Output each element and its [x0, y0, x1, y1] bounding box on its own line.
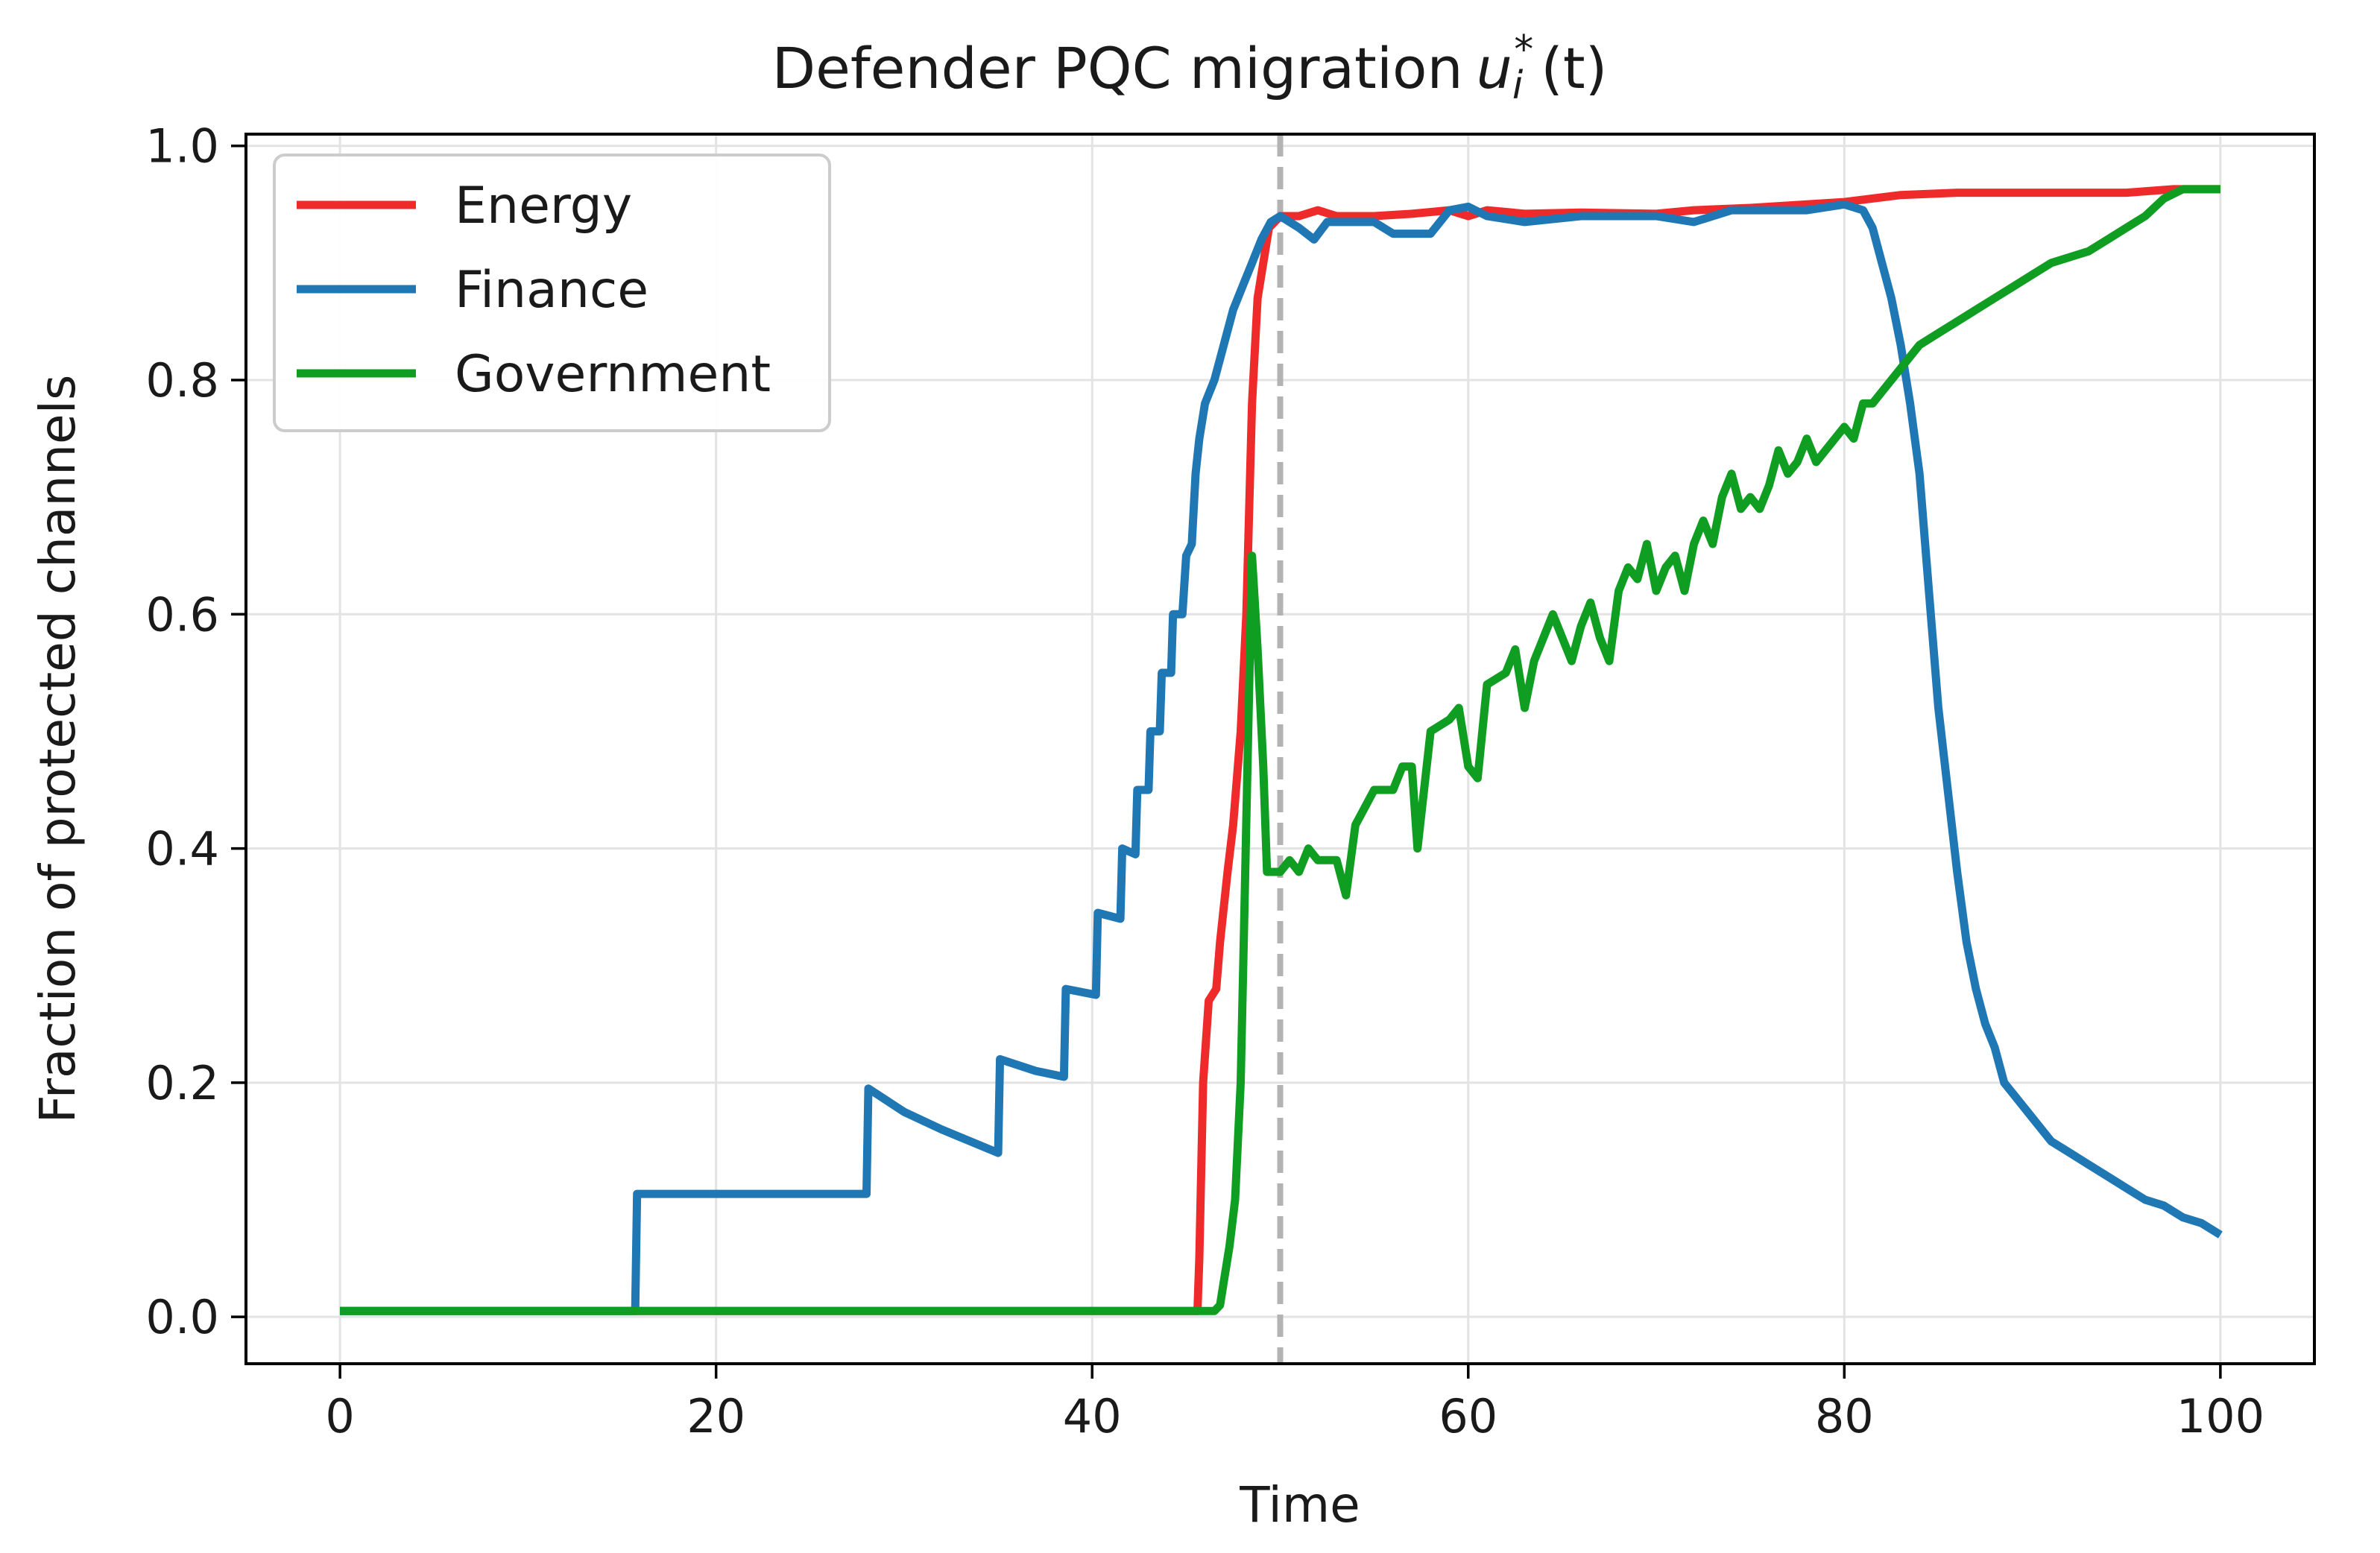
series-layer — [340, 185, 2223, 1315]
chart-title-math-tail: (t) — [1541, 35, 1607, 101]
x-axis-label: Time — [1239, 1476, 1360, 1534]
chart-title-math-sup: * — [1514, 28, 1533, 72]
x-tick-label: 100 — [2177, 1389, 2264, 1443]
legend-entries: Energy Finance Government — [297, 177, 771, 404]
y-tick-label: 0.4 — [145, 822, 219, 876]
y-axis-label: Fraction of protected channels — [29, 375, 86, 1124]
legend-box — [273, 154, 831, 432]
legend-label-finance: Finance — [455, 261, 648, 320]
y-axis-ticks: 0.0 0.2 0.4 0.6 0.8 1.0 — [145, 119, 246, 1344]
chart-title-math-sub: i — [1512, 63, 1524, 108]
legend-label-government: Government — [455, 345, 771, 404]
chart-title-text: Defender PQC migration — [772, 35, 1463, 101]
series-line-government — [340, 185, 2220, 1315]
x-tick-label: 0 — [325, 1389, 354, 1443]
chart-title: Defender PQC migration ui* (t) — [772, 28, 1608, 108]
legend: Energy Finance Government — [273, 154, 831, 432]
y-tick-label: 0.2 — [145, 1056, 219, 1110]
x-axis-ticks: 0 20 40 60 80 100 — [325, 1364, 2264, 1443]
x-tick-label: 40 — [1063, 1389, 1122, 1443]
x-tick-label: 20 — [686, 1389, 745, 1443]
y-tick-label: 0.6 — [145, 587, 219, 642]
y-tick-label: 1.0 — [145, 119, 219, 174]
plot-frame — [244, 133, 2316, 1365]
series-line-finance — [340, 200, 2223, 1315]
y-tick-label: 0.8 — [145, 353, 219, 408]
y-tick-label: 0.0 — [145, 1290, 219, 1344]
legend-label-energy: Energy — [455, 177, 632, 235]
x-tick-label: 60 — [1439, 1389, 1497, 1443]
chart-title-math: u — [1477, 35, 1512, 101]
x-tick-label: 80 — [1815, 1389, 1874, 1443]
